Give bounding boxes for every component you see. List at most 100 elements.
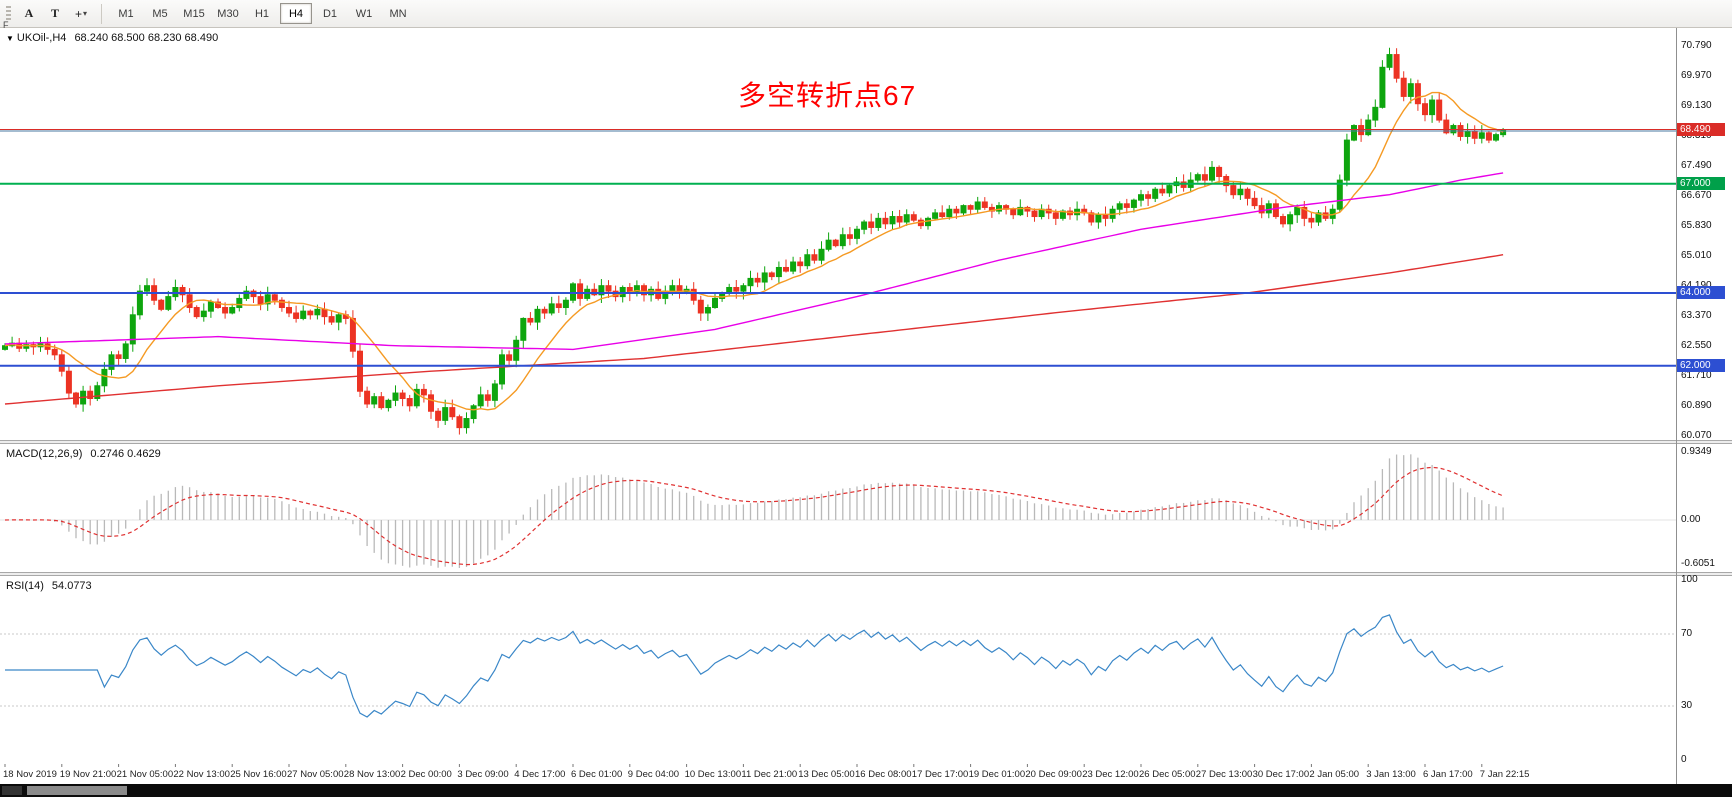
candle bbox=[1102, 214, 1109, 219]
price-axis-label: 65.010 bbox=[1681, 250, 1712, 262]
candle bbox=[1287, 214, 1294, 225]
candle bbox=[399, 392, 406, 400]
timeframe-button-m1[interactable]: M1 bbox=[118, 7, 134, 20]
chart-header: ▼ UKOil-,H4 68.240 68.500 68.230 68.490 bbox=[6, 32, 218, 44]
candle bbox=[470, 405, 477, 420]
time-axis-label: 3 Dec 09:00 bbox=[457, 769, 508, 780]
candle bbox=[811, 254, 818, 261]
candle bbox=[144, 285, 150, 292]
candle bbox=[392, 392, 399, 401]
candle bbox=[428, 394, 434, 412]
time-axis[interactable]: 18 Nov 2019 19 Nov 21:00 21 Nov 05:00 22 No… bbox=[0, 764, 1676, 784]
price-axis-label: 64.190 bbox=[1681, 280, 1712, 291]
candle bbox=[1414, 83, 1421, 105]
price-axis-label: 68.310 bbox=[1681, 130, 1712, 142]
candle bbox=[1031, 210, 1038, 218]
candle bbox=[846, 234, 853, 239]
candle bbox=[740, 285, 747, 292]
candle bbox=[534, 308, 541, 323]
candle bbox=[605, 285, 612, 292]
timeframe-button-m5[interactable]: M5 bbox=[152, 7, 168, 20]
candle bbox=[442, 407, 449, 421]
candle bbox=[1130, 199, 1137, 208]
rsi-header: RSI(14) 54.0773 bbox=[6, 580, 92, 592]
ohlc-values: 68.240 68.500 68.230 68.490 bbox=[74, 32, 219, 44]
time-axis-label: 28 Nov 13:00 bbox=[344, 769, 401, 780]
rsi-axis-label: 0 bbox=[1681, 754, 1687, 765]
rsi-axis[interactable]: 100 70 30 0 bbox=[1677, 574, 1732, 765]
price-tag-62.000: 62.000 bbox=[1677, 358, 1725, 372]
taskbar-corner[interactable] bbox=[2, 786, 22, 795]
dropdown-arrow-icon[interactable]: ▾ bbox=[83, 9, 88, 18]
candle bbox=[981, 201, 988, 208]
candle bbox=[1194, 174, 1201, 181]
panel-divider[interactable] bbox=[0, 572, 1732, 576]
candle bbox=[1429, 99, 1436, 116]
chart-annotation-text[interactable]: 多空转折点67 bbox=[738, 80, 917, 111]
candle bbox=[1201, 174, 1208, 181]
candle bbox=[1251, 197, 1258, 207]
price-tag-68.490: 68.490 bbox=[1677, 122, 1725, 136]
rsi-canvas[interactable] bbox=[0, 576, 1676, 764]
candle bbox=[1095, 214, 1102, 223]
timeframe-button-d1[interactable]: D1 bbox=[322, 7, 338, 20]
candle bbox=[1315, 212, 1322, 223]
candle bbox=[1010, 208, 1017, 216]
candle bbox=[641, 285, 647, 296]
price-axis-label: 60.890 bbox=[1681, 400, 1712, 412]
macd-axis[interactable]: 0.9349 0.00 -0.6051 bbox=[1677, 444, 1732, 572]
crosshair-tool-button[interactable]: + ▾ bbox=[74, 6, 88, 21]
candle bbox=[577, 283, 584, 299]
timeframe-button-w1[interactable]: W1 bbox=[355, 7, 373, 20]
price-axis-label: 60.070 bbox=[1681, 429, 1712, 441]
symbol-timeframe-label: UKOil-,H4 bbox=[16, 32, 67, 44]
candle bbox=[1407, 83, 1414, 97]
macd-label: MACD(12,26,9) bbox=[6, 448, 83, 460]
timeframe-button-h1[interactable]: H1 bbox=[254, 7, 270, 20]
candle bbox=[520, 317, 527, 341]
candle bbox=[1145, 194, 1152, 199]
price-axis-label: 65.830 bbox=[1681, 220, 1712, 232]
candle bbox=[747, 277, 754, 287]
price-axis[interactable]: 70.790 69.970 69.130 68.310 67.490 66.670 65.8… bbox=[1677, 28, 1732, 441]
candle bbox=[1230, 185, 1237, 196]
chart-collapse-icon[interactable]: ▼ bbox=[6, 34, 14, 43]
candle bbox=[300, 310, 307, 319]
panel-divider[interactable] bbox=[0, 440, 1732, 444]
rsi-value: 54.0773 bbox=[51, 580, 92, 592]
main-chart-canvas[interactable] bbox=[0, 28, 1676, 440]
time-axis-label: 19 Nov 21:00 bbox=[60, 769, 117, 780]
candle bbox=[875, 217, 882, 228]
candle bbox=[236, 297, 243, 309]
macd-canvas[interactable] bbox=[0, 444, 1676, 572]
candle bbox=[1400, 77, 1407, 97]
time-axis-label: 2 Dec 00:00 bbox=[401, 769, 452, 780]
line-studies-toolbar: A T + ▾ bbox=[16, 2, 94, 25]
timeframe-button-m15[interactable]: M15 bbox=[183, 7, 205, 20]
time-axis-label: 20 Dec 09:00 bbox=[1025, 769, 1082, 780]
candle bbox=[293, 312, 300, 319]
timeframe-button-h4[interactable]: H4 bbox=[280, 3, 312, 24]
text-tool-button[interactable]: A bbox=[24, 6, 34, 20]
candle bbox=[903, 214, 910, 223]
macd-axis-label: 0.00 bbox=[1681, 513, 1701, 525]
candle bbox=[1301, 206, 1308, 219]
candle bbox=[768, 272, 775, 278]
time-axis-label: 27 Nov 05:00 bbox=[287, 769, 344, 780]
time-axis-label: 26 Dec 05:00 bbox=[1139, 769, 1196, 780]
timeframe-toolbar: M1 M5 M15 M30 H1 H4 D1 W1 MN bbox=[109, 3, 415, 24]
taskbar-button[interactable] bbox=[27, 786, 127, 795]
price-axis-label: 66.670 bbox=[1681, 189, 1712, 201]
candle bbox=[1464, 130, 1471, 137]
price-tag-67.000: 67.000 bbox=[1677, 176, 1725, 190]
candle bbox=[200, 310, 207, 318]
candle bbox=[413, 388, 420, 407]
timeframe-button-m30[interactable]: M30 bbox=[217, 7, 239, 20]
candle bbox=[364, 390, 371, 405]
text-box-tool-button[interactable]: T bbox=[50, 6, 59, 20]
toolbar-drag-handle[interactable] bbox=[6, 5, 11, 22]
candle bbox=[1343, 139, 1350, 181]
candle bbox=[1272, 203, 1279, 218]
timeframe-button-mn[interactable]: MN bbox=[389, 7, 407, 20]
